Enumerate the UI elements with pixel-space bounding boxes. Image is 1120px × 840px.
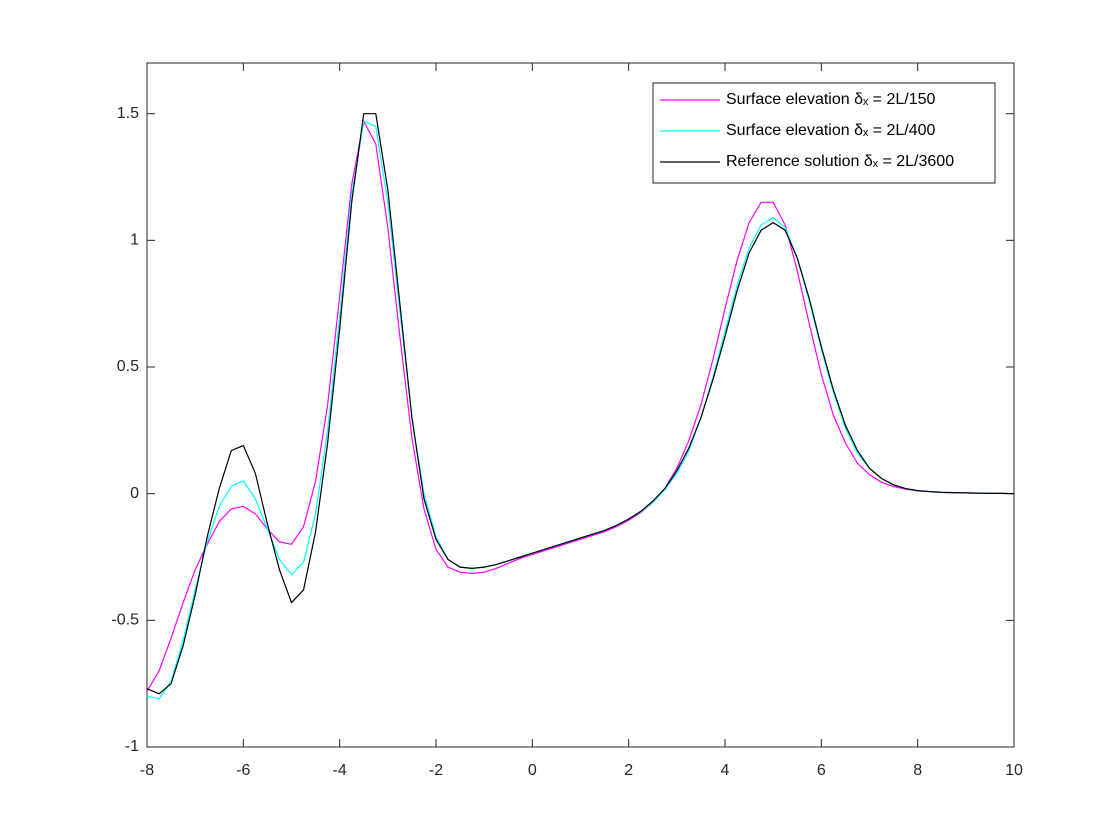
x-tick-label: -6: [236, 762, 250, 779]
series-line: [146, 113, 1015, 695]
x-tick-label: 8: [913, 762, 922, 779]
x-tick-label: -8: [140, 762, 154, 779]
x-tick-label: 6: [817, 762, 826, 779]
y-tick-label: -1: [125, 738, 139, 755]
x-tick-label: 4: [721, 762, 730, 779]
y-tick-label: 1: [130, 232, 139, 249]
y-tick-label: -0.5: [111, 612, 139, 629]
x-tick-label: 0: [528, 762, 537, 779]
x-tick-label: 2: [624, 762, 633, 779]
x-tick-label: -4: [333, 762, 347, 779]
y-tick-label: 0: [130, 485, 139, 502]
legend-label: Surface elevation δₓ = 2L/150: [726, 91, 936, 108]
series-line: [146, 119, 1015, 692]
legend-label: Surface elevation δₓ = 2L/400: [726, 122, 936, 139]
x-tick-label: 10: [1005, 762, 1023, 779]
x-tick-label: -2: [429, 762, 443, 779]
legend-label: Reference solution δₓ = 2L/3600: [726, 153, 954, 170]
y-tick-label: 0.5: [117, 358, 139, 375]
y-tick-label: 1.5: [117, 105, 139, 122]
